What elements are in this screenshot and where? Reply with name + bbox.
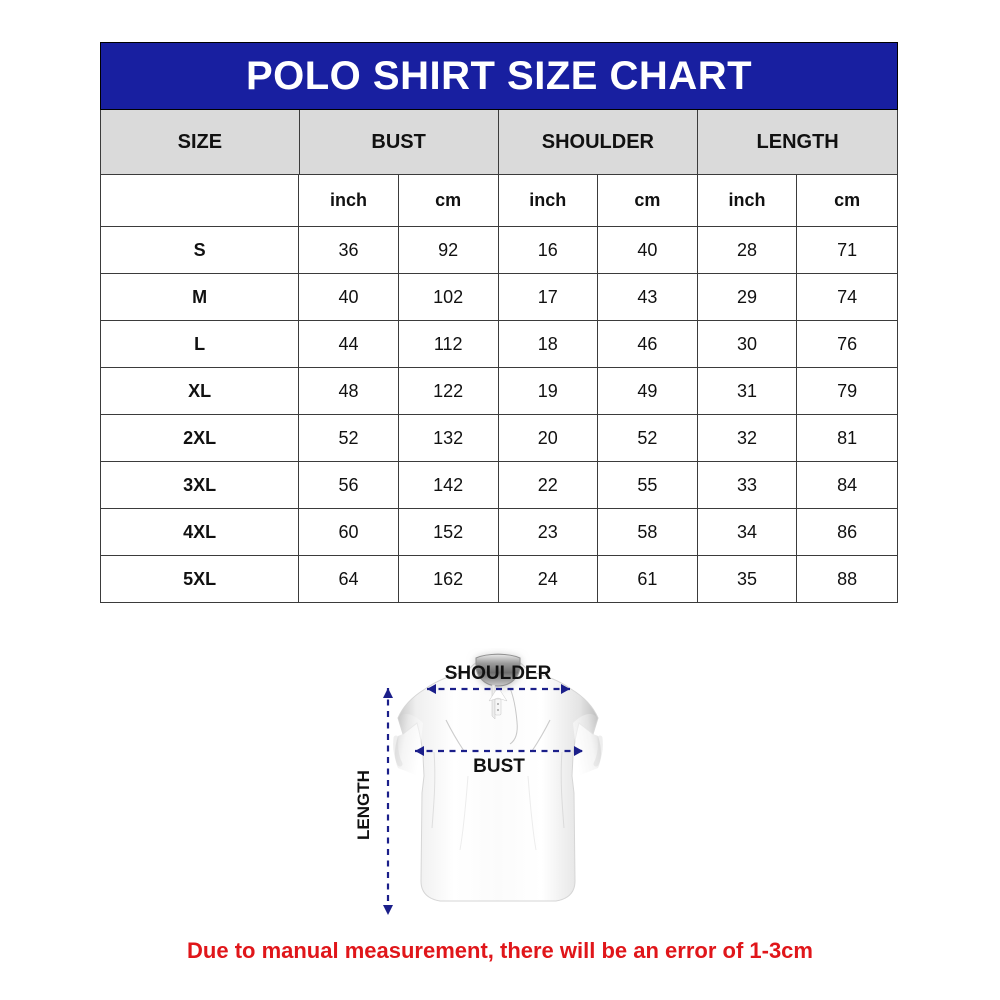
svg-text:BUST: BUST xyxy=(473,756,525,777)
svg-text:LENGTH: LENGTH xyxy=(354,770,373,840)
svg-text:SHOULDER: SHOULDER xyxy=(445,663,552,684)
